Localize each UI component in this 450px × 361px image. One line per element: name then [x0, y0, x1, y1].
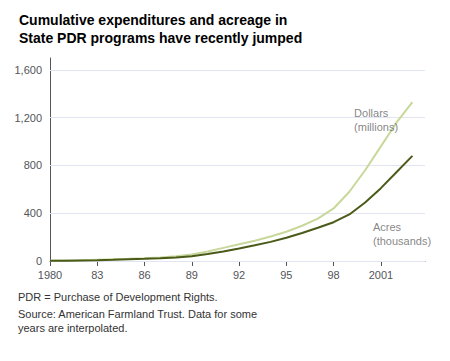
svg-text:Acres: Acres: [373, 221, 402, 233]
svg-text:800: 800: [24, 159, 42, 171]
svg-text:92: 92: [233, 269, 245, 281]
svg-text:95: 95: [280, 269, 292, 281]
svg-text:(thousands): (thousands): [373, 235, 431, 247]
svg-text:Cumulative expenditures and ac: Cumulative expenditures and acreage in: [19, 12, 287, 28]
svg-text:98: 98: [327, 269, 339, 281]
svg-text:State PDR programs have recent: State PDR programs have recently jumped: [19, 30, 302, 46]
svg-text:2001: 2001: [369, 269, 393, 281]
svg-text:Source: American Farmland Trus: Source: American Farmland Trust. Data fo…: [18, 308, 257, 320]
svg-text:PDR = Purchase of Development: PDR = Purchase of Development Rights.: [18, 291, 218, 303]
svg-text:(millions): (millions): [354, 121, 398, 133]
svg-text:0: 0: [36, 255, 42, 267]
svg-text:years are interpolated.: years are interpolated.: [18, 322, 127, 334]
svg-text:1,200: 1,200: [14, 112, 42, 124]
svg-text:1,600: 1,600: [14, 64, 42, 76]
svg-text:400: 400: [24, 207, 42, 219]
svg-text:89: 89: [186, 269, 198, 281]
svg-text:83: 83: [91, 269, 103, 281]
svg-text:1980: 1980: [38, 269, 62, 281]
svg-text:86: 86: [138, 269, 150, 281]
svg-text:Dollars: Dollars: [354, 107, 389, 119]
